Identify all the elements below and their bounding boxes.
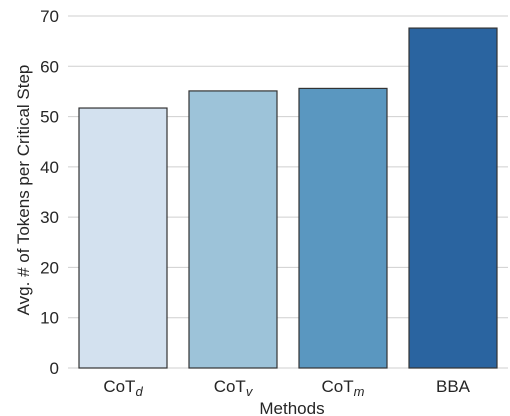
x-tick-label: CoTv [214, 377, 254, 399]
y-tick-label: 10 [40, 309, 59, 328]
x-axis-label: Methods [259, 399, 324, 416]
x-tick-label: BBA [436, 377, 471, 396]
bar-bba [408, 27, 498, 369]
x-tick-label-base: CoT [103, 377, 135, 396]
y-tick-label: 20 [40, 258, 59, 277]
x-tick-label-subscript: d [135, 384, 143, 399]
y-tick-label: 50 [40, 108, 59, 127]
y-tick-label: 60 [40, 57, 59, 76]
bar-cotv [188, 90, 278, 369]
x-tick-label: CoTd [103, 377, 143, 399]
x-tick-label-subscript: m [354, 384, 365, 399]
bars [78, 27, 498, 369]
bar-cotd [78, 107, 168, 369]
bar-cotm [298, 87, 388, 369]
x-tick-label-base: BBA [436, 377, 471, 396]
y-tick-labels: 0 10 20 30 40 50 60 70 [40, 7, 59, 378]
y-tick-label: 40 [40, 158, 59, 177]
x-tick-label-base: CoT [322, 377, 354, 396]
y-tick-label: 0 [50, 359, 59, 378]
y-tick-label: 30 [40, 208, 59, 227]
x-tick-labels: CoTd CoTv CoTm BBA [103, 377, 470, 399]
y-tick-label: 70 [40, 7, 59, 26]
y-axis-label: Avg. # of Tokens per Critical Step [14, 65, 33, 316]
x-tick-label: CoTm [322, 377, 365, 399]
x-tick-label-base: CoT [214, 377, 246, 396]
x-tick-label-subscript: v [246, 384, 254, 399]
